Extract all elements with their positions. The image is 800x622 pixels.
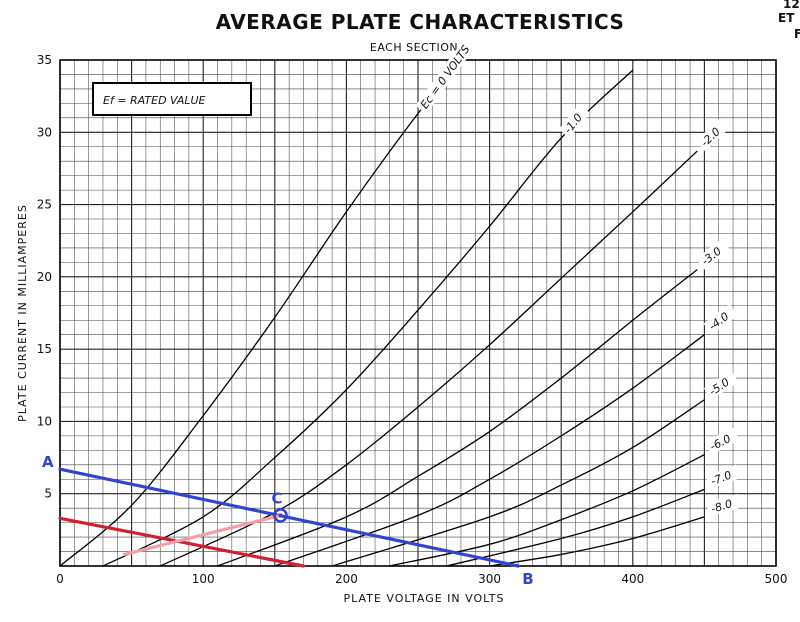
series-label-bg [695, 118, 729, 152]
series-label-group: -8.0 [706, 493, 742, 517]
series-curve [489, 516, 705, 566]
overlay-line [58, 516, 306, 568]
x-tick-labels: 0 100 200 300 400 500 [56, 572, 787, 586]
chart-title: AVERAGE PLATE CHARACTERISTICS [216, 10, 625, 34]
note-text: Ef = RATED VALUE [103, 94, 206, 107]
series-label-bg [703, 304, 738, 335]
series-curve [389, 454, 705, 566]
series-curve [217, 269, 698, 566]
y-tick-label: 20 [37, 270, 52, 284]
overlay-line [122, 513, 283, 557]
x-tick-label: 500 [765, 572, 788, 586]
x-axis-label: PLATE VOLTAGE IN VOLTS [344, 592, 505, 605]
x-tick-label: 300 [478, 572, 501, 586]
series-label-group: -1.0 [558, 104, 591, 139]
y-tick-label: 30 [37, 125, 52, 139]
plot-frame [59, 59, 777, 567]
x-tick-label: 200 [335, 572, 358, 586]
y-tick-label: 35 [37, 53, 52, 67]
x-tick-label: 400 [621, 572, 644, 586]
series-label: -8.0 [710, 497, 734, 516]
x-tick-label: 0 [56, 572, 64, 586]
series-label-bg [415, 36, 477, 114]
series-curve [446, 488, 705, 566]
series-label-group: -6.0 [704, 427, 740, 455]
x-tick-label: 100 [192, 572, 215, 586]
annotation-label: B [522, 570, 533, 588]
series-curve [274, 334, 705, 566]
series-label: -7.0 [709, 468, 734, 488]
series-label-group: -3.0 [696, 238, 731, 270]
series-label-bg [558, 104, 591, 139]
series-label-group: -4.0 [703, 304, 738, 335]
y-tick-label: 25 [37, 198, 52, 212]
annotation-label: A [42, 453, 54, 471]
note-box: Ef = RATED VALUE [92, 82, 252, 116]
annotation-label: C [272, 489, 283, 507]
series-curve [331, 399, 705, 566]
series-label-group: -5.0 [703, 370, 739, 400]
series-curve [159, 150, 698, 566]
series-label-bg [704, 427, 740, 455]
y-axis-label: PLATE CURRENT IN MILLIAMPERES [16, 204, 29, 422]
operating-point-marker [273, 508, 288, 523]
series-label-group: -7.0 [705, 464, 741, 490]
overlay-group: A B C [42, 453, 534, 588]
series-curve [60, 60, 462, 566]
y-tick-label: 10 [37, 414, 52, 428]
y-tick-label: 5 [44, 487, 52, 501]
series-label-bg [696, 238, 731, 270]
overlay-line [58, 467, 520, 568]
corner-text-1: 12 [783, 0, 800, 11]
series-label-group: -2.0 [695, 118, 729, 152]
series-label-bg [706, 493, 742, 517]
y-tick-label: 15 [37, 342, 52, 356]
series-label-bg [705, 464, 741, 490]
operating-point-dot [278, 513, 283, 518]
y-tick-labels: 5 10 15 20 25 30 35 [37, 53, 52, 501]
chart-subtitle: EACH SECTION [370, 41, 458, 54]
corner-text-3: F [794, 27, 800, 41]
chart-grid [59, 59, 777, 567]
series-label-bg [703, 370, 739, 400]
series-curve [102, 69, 634, 566]
corner-text-2: ET [778, 11, 795, 25]
